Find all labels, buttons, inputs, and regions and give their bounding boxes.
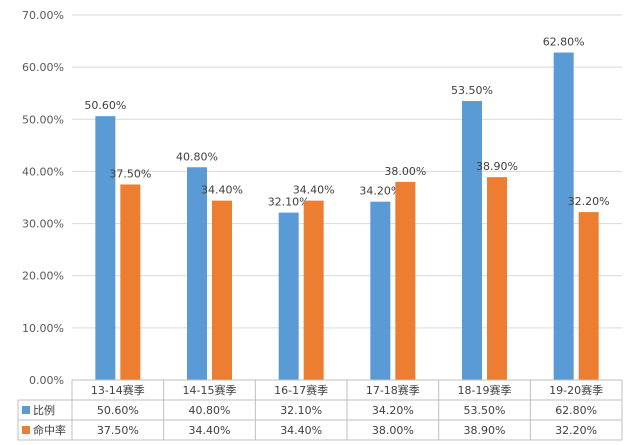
data-label: 38.00%	[384, 165, 426, 178]
data-label: 34.40%	[201, 184, 243, 197]
data-label: 50.60%	[84, 99, 126, 112]
bar-ratio	[553, 52, 574, 381]
category-label: 19-20赛季	[549, 383, 603, 397]
data-label: 53.50%	[451, 84, 493, 97]
y-tick-label: 40.00%	[22, 165, 64, 178]
y-tick-label: 0.00%	[29, 374, 64, 387]
series-name: 比例	[33, 403, 55, 417]
bar-ratio	[462, 101, 482, 381]
data-label: 32.20%	[568, 195, 610, 208]
y-tick-label: 30.00%	[22, 218, 64, 231]
category-label: 16-17赛季	[274, 383, 328, 397]
y-tick-label: 60.00%	[22, 61, 64, 74]
bar-hit-rate	[487, 177, 507, 380]
category-label: 18-19赛季	[458, 383, 512, 397]
data-label: 38.90%	[476, 160, 518, 173]
table-cell: 34.20%	[372, 404, 414, 417]
bar-hit-rate	[395, 181, 416, 380]
bar-ratio	[187, 167, 207, 380]
table-cell: 38.90%	[464, 424, 506, 437]
data-label: 34.40%	[293, 184, 335, 197]
table-cell: 50.60%	[97, 404, 139, 417]
table-cell: 40.80%	[189, 404, 231, 417]
data-label: 32.10%	[268, 196, 310, 209]
bar-hit-rate	[303, 200, 324, 380]
table-cell: 37.50%	[97, 424, 139, 437]
y-tick-label: 10.00%	[22, 322, 64, 335]
bar-ratio	[95, 116, 116, 381]
bar-hit-rate	[578, 212, 599, 380]
y-tick-label: 50.00%	[22, 113, 64, 126]
data-label: 40.80%	[176, 150, 218, 163]
table-cell: 38.00%	[372, 424, 414, 437]
table-cell: 34.40%	[189, 424, 231, 437]
legend-key-swatch	[22, 426, 30, 434]
category-label: 14-15赛季	[183, 383, 237, 397]
category-label: 17-18赛季	[366, 383, 420, 397]
y-tick-label: 20.00%	[22, 270, 64, 283]
series-name: 命中率	[33, 423, 66, 437]
table-cell: 32.20%	[555, 424, 597, 437]
data-label: 62.80%	[543, 36, 585, 49]
table-cell: 34.40%	[280, 424, 322, 437]
category-label: 13-14赛季	[91, 383, 145, 397]
y-tick-label: 70.00%	[22, 9, 64, 22]
bar-ratio	[278, 212, 299, 380]
bar-hit-rate	[212, 200, 232, 380]
bar-hit-rate	[120, 184, 141, 380]
bar-ratio	[370, 201, 391, 380]
table-cell: 32.10%	[280, 404, 322, 417]
data-label: 34.20%	[359, 185, 401, 198]
data-label: 37.50%	[109, 167, 151, 180]
table-cell: 62.80%	[555, 404, 597, 417]
table-cell: 53.50%	[464, 404, 506, 417]
legend-key-swatch	[22, 406, 30, 414]
